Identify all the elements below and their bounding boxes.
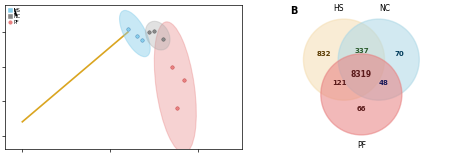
Legend: HS, NC, PF: HS, NC, PF	[7, 7, 22, 26]
Text: PF: PF	[357, 141, 366, 150]
Text: 121: 121	[332, 80, 347, 86]
Circle shape	[303, 19, 384, 100]
Text: HS: HS	[333, 4, 344, 13]
Circle shape	[321, 54, 402, 135]
Text: NC: NC	[379, 4, 390, 13]
Ellipse shape	[119, 10, 150, 57]
Ellipse shape	[155, 22, 196, 153]
Text: 832: 832	[317, 51, 331, 57]
Text: 8319: 8319	[351, 70, 372, 79]
Text: 337: 337	[354, 48, 369, 54]
Text: 66: 66	[356, 106, 366, 112]
Text: 70: 70	[394, 51, 404, 57]
Text: 48: 48	[378, 80, 388, 86]
Circle shape	[338, 19, 419, 100]
Text: A: A	[9, 8, 17, 18]
Text: B: B	[291, 6, 298, 16]
Ellipse shape	[146, 21, 170, 50]
